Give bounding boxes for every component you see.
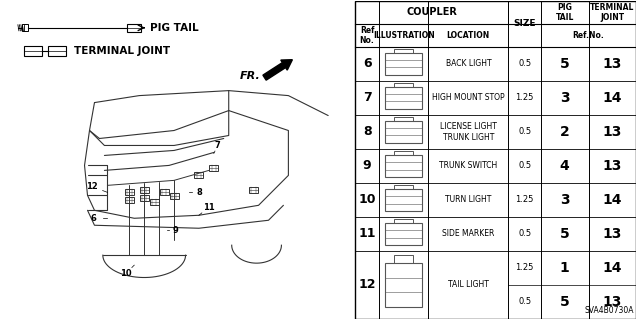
Text: 12: 12 (86, 182, 97, 191)
Text: 0.5: 0.5 (518, 229, 531, 238)
Text: 1: 1 (560, 261, 570, 275)
Text: BACK LIGHT: BACK LIGHT (445, 59, 491, 68)
Bar (394, 185, 413, 189)
Bar (394, 117, 413, 121)
Text: 1.25: 1.25 (515, 263, 534, 272)
Text: 3: 3 (560, 91, 570, 105)
Text: 8: 8 (196, 188, 202, 197)
Bar (355, 1, 636, 319)
Bar (125, 197, 134, 203)
Text: 8: 8 (363, 125, 371, 138)
Bar (385, 87, 422, 109)
Bar (385, 189, 422, 211)
Bar (394, 255, 413, 263)
Bar (249, 187, 258, 193)
Text: 14: 14 (603, 193, 622, 207)
Bar (394, 151, 413, 155)
Text: PIG
TAIL: PIG TAIL (556, 3, 574, 22)
Text: 10: 10 (358, 193, 376, 206)
Text: 9: 9 (363, 159, 371, 172)
Text: 14: 14 (603, 91, 622, 105)
FancyArrow shape (263, 60, 292, 80)
Bar (209, 166, 218, 171)
Bar (385, 155, 422, 177)
Text: 1.25: 1.25 (515, 93, 534, 102)
Text: 13: 13 (603, 295, 622, 309)
Text: 0.5: 0.5 (518, 298, 531, 307)
Text: SIDE MARKER: SIDE MARKER (442, 229, 495, 238)
Bar (394, 219, 413, 223)
Bar (140, 187, 148, 193)
Text: TERMINAL JOINT: TERMINAL JOINT (74, 46, 170, 56)
Bar (170, 193, 179, 199)
Text: 13: 13 (603, 125, 622, 139)
Bar (385, 263, 422, 307)
Bar (385, 223, 422, 245)
Text: Ref.No.: Ref.No. (573, 31, 605, 40)
Text: 9: 9 (172, 226, 178, 235)
Text: 5: 5 (560, 227, 570, 241)
Text: PIG TAIL: PIG TAIL (150, 23, 199, 33)
Bar (385, 53, 422, 75)
Text: 10: 10 (120, 269, 132, 278)
Bar (195, 172, 204, 178)
Text: 13: 13 (603, 159, 622, 173)
Text: 11: 11 (203, 203, 214, 212)
Text: LOCATION: LOCATION (447, 31, 490, 40)
Text: 0.5: 0.5 (518, 161, 531, 170)
Bar (24, 46, 42, 56)
Bar (140, 195, 148, 201)
Text: 11: 11 (358, 227, 376, 241)
Bar (22, 24, 28, 31)
Text: 14: 14 (603, 261, 622, 275)
Text: 0.5: 0.5 (518, 59, 531, 68)
Text: TERMINAL
JOINT: TERMINAL JOINT (590, 3, 635, 22)
Text: TURN LIGHT: TURN LIGHT (445, 195, 492, 204)
Text: 6: 6 (90, 214, 97, 223)
Bar (159, 189, 168, 195)
Bar (150, 199, 159, 205)
Bar (394, 48, 413, 53)
Bar (127, 24, 141, 32)
Text: 5: 5 (560, 57, 570, 71)
Text: 13: 13 (603, 57, 622, 71)
Text: SVA4B0730A: SVA4B0730A (585, 306, 634, 315)
Text: TRUNK SWITCH: TRUNK SWITCH (439, 161, 497, 170)
Text: 7: 7 (215, 141, 221, 150)
Bar (48, 46, 66, 56)
Text: 13: 13 (603, 227, 622, 241)
Text: 2: 2 (560, 125, 570, 139)
Bar (385, 121, 422, 143)
Text: LICENSE LIGHT
TRUNK LIGHT: LICENSE LIGHT TRUNK LIGHT (440, 122, 497, 142)
Bar (125, 189, 134, 195)
Text: 4: 4 (560, 159, 570, 173)
Text: ILLUSTRATION: ILLUSTRATION (372, 31, 435, 40)
Text: 1.25: 1.25 (515, 195, 534, 204)
Text: 3: 3 (560, 193, 570, 207)
Text: 7: 7 (363, 91, 371, 104)
Text: 12: 12 (358, 278, 376, 292)
Text: COUPLER: COUPLER (406, 7, 457, 17)
Text: FR.: FR. (240, 70, 260, 81)
Text: 5: 5 (560, 295, 570, 309)
Bar (394, 83, 413, 87)
Text: Ref
No.: Ref No. (360, 26, 374, 45)
Text: TAIL LIGHT: TAIL LIGHT (448, 280, 489, 289)
Text: 0.5: 0.5 (518, 127, 531, 136)
Text: HIGH MOUNT STOP: HIGH MOUNT STOP (432, 93, 505, 102)
Text: 6: 6 (363, 57, 371, 70)
Text: SIZE: SIZE (513, 19, 536, 28)
